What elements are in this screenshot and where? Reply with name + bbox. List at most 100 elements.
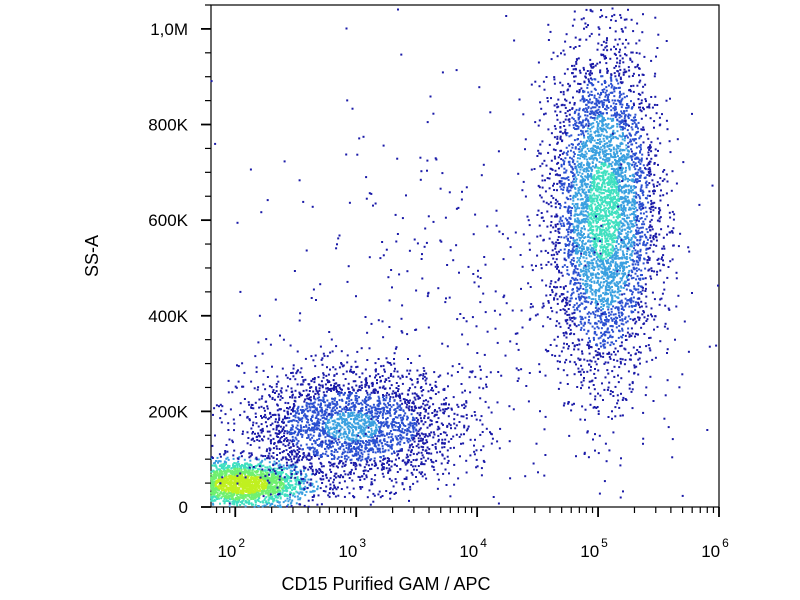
data-point [243,478,246,481]
data-point [295,471,298,474]
data-point [280,466,283,468]
data-point [264,466,267,469]
data-point [590,112,593,114]
data-point [309,402,312,405]
data-point [374,428,377,431]
data-point [275,435,278,438]
data-point [334,495,337,498]
data-point [310,478,313,481]
data-point [241,500,244,503]
data-point [310,482,313,485]
data-point [256,488,259,491]
data-point [244,468,246,471]
data-point [375,429,378,432]
data-point [395,422,398,424]
data-point [570,258,573,261]
data-point [336,425,339,428]
data-point [329,403,332,406]
data-point [315,473,317,475]
data-point [365,403,368,406]
data-point [351,412,354,415]
data-point [355,464,358,467]
data-point [297,406,300,409]
data-point [614,269,617,272]
data-point [373,442,376,445]
data-point [262,495,265,498]
data-point [407,423,410,426]
data-point [289,429,292,431]
data-point [297,433,299,436]
data-point [373,479,376,482]
data-point [619,290,622,292]
data-point [218,473,221,476]
data-point [355,450,358,453]
data-point [216,470,218,473]
data-point [305,490,308,493]
data-point [410,413,413,416]
data-point [563,163,565,166]
data-point [323,354,326,357]
data-point [305,389,308,392]
data-point [275,445,278,448]
data-point [222,470,225,473]
data-point [250,502,253,505]
data-point [419,417,422,420]
data-point [540,107,543,110]
data-point [480,449,483,452]
data-point [273,413,276,416]
data-point [287,458,290,461]
data-point [587,95,590,98]
data-point [404,463,407,466]
data-point [394,391,397,394]
data-point [427,390,430,393]
data-point [215,487,217,489]
data-point [600,327,603,330]
data-point [353,414,356,417]
data-point [394,421,397,424]
data-point [342,451,345,454]
data-point [266,405,269,408]
data-point [290,408,293,411]
data-point [231,490,234,493]
data-point [220,465,223,468]
data-point [321,475,324,478]
data-point [356,421,359,424]
data-point [237,493,240,495]
data-point [223,464,226,467]
data-point [290,501,293,504]
data-point [254,432,256,435]
data-point [378,386,381,389]
data-point [409,369,412,372]
data-point [237,460,240,463]
data-point [267,479,270,482]
data-point [315,407,318,410]
data-point [613,375,616,378]
data-point [386,457,389,460]
data-point [339,447,342,450]
data-point [291,499,294,502]
data-point [321,426,324,429]
data-point [210,483,213,486]
data-point [264,413,267,416]
data-point [255,475,258,478]
data-point [378,435,381,438]
data-point [287,500,290,503]
data-point [426,441,429,444]
data-point [568,135,571,138]
data-point [248,493,251,496]
data-point [224,413,227,416]
data-point [231,488,234,491]
data-point [250,453,253,456]
data-point [390,373,393,375]
data-point [331,407,334,410]
data-point [405,462,408,465]
data-point [263,479,265,482]
data-point [283,435,285,437]
data-point [359,440,362,443]
data-point [331,445,334,448]
data-point [377,450,379,453]
data-point [223,481,226,484]
data-point [397,435,400,437]
data-point [297,456,300,459]
data-point [236,465,239,468]
